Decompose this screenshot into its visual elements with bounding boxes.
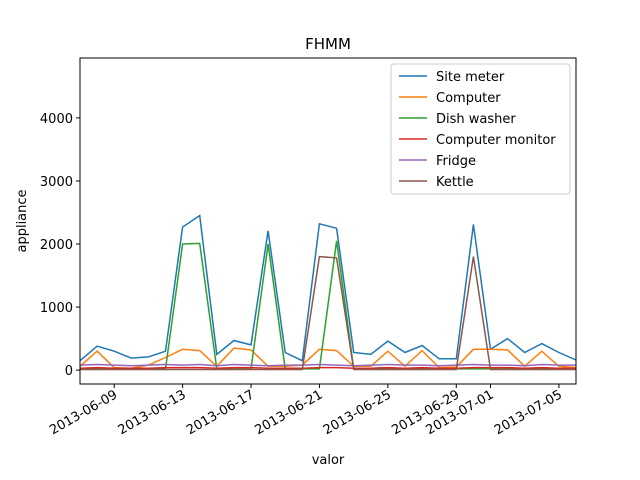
chart-title: FHMM	[305, 35, 351, 53]
y-tick-label-2: 2000	[40, 238, 73, 253]
legend-label-3: Computer monitor	[436, 133, 556, 148]
y-axis-label: appliance	[15, 189, 30, 252]
legend-label-1: Computer	[436, 91, 501, 106]
series-line-5	[80, 255, 576, 371]
series-line-4	[79, 363, 576, 367]
axes-frame	[79, 57, 577, 385]
series-line-3	[79, 366, 576, 369]
series-line-1	[79, 347, 577, 369]
legend-label-5: Kettle	[436, 175, 474, 190]
y-tick-label-3: 3000	[40, 175, 73, 190]
series-line-0	[79, 214, 577, 362]
legend-box	[390, 63, 571, 195]
legend-label-4: Fridge	[436, 154, 476, 169]
y-axis-ticks: 0 1000 2000 3000 4000	[40, 112, 80, 379]
x-axis-label: valor	[312, 453, 345, 468]
plot-lines	[79, 214, 577, 371]
legend-label-0: Site meter	[436, 70, 505, 85]
legend: Site meter Computer Dish washer Computer mo…	[390, 63, 571, 195]
y-tick-label-4: 4000	[40, 112, 73, 127]
y-tick-label-0: 0	[65, 364, 73, 379]
y-tick-label-1: 1000	[40, 301, 73, 316]
legend-label-2: Dish washer	[436, 112, 516, 127]
